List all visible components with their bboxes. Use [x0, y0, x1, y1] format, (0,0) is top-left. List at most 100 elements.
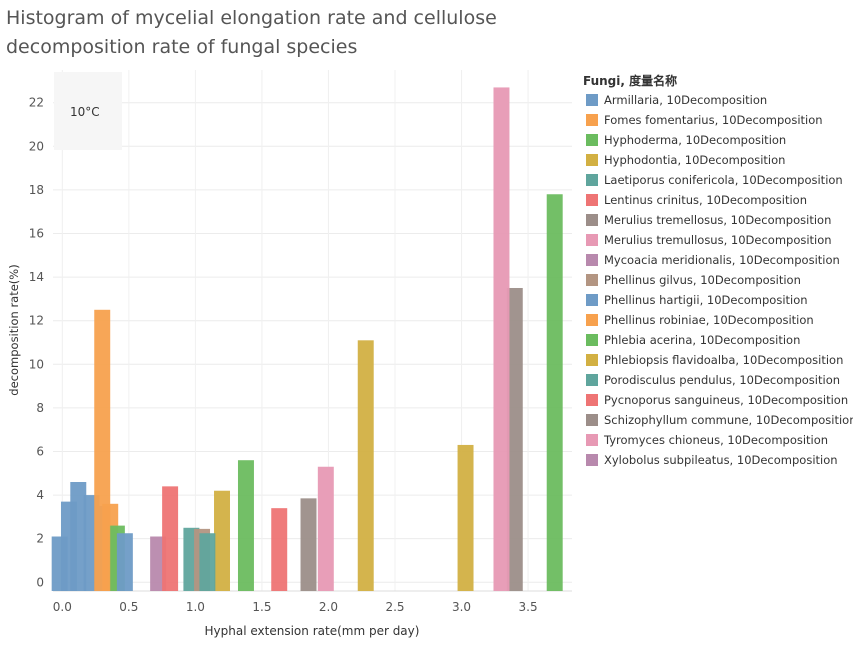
legend-swatch [586, 194, 598, 206]
legend-item[interactable]: Xylobolus subpileatus, 10Decomposition [583, 450, 851, 470]
histogram-bar: Lentinus crinitus, 10Decomposition [271, 508, 288, 591]
legend-item[interactable]: Mycoacia meridionalis, 10Decomposition [583, 250, 851, 270]
y-tick-label: 14 [29, 270, 44, 284]
legend-swatch [586, 394, 598, 406]
chart-title-line-2: decomposition rate of fungal species [6, 36, 358, 58]
legend-swatch [586, 334, 598, 346]
legend-item[interactable]: Phellinus hartigii, 10Decomposition [583, 290, 851, 310]
legend-swatch [586, 234, 598, 246]
y-tick-label: 6 [36, 444, 44, 458]
legend-swatch [586, 374, 598, 386]
legend-swatch [586, 274, 598, 286]
legend-item[interactable]: Porodisculus pendulus, 10Decomposition [583, 370, 851, 390]
x-tick-label: 1.5 [252, 600, 271, 614]
legend-swatch [586, 314, 598, 326]
legend-item[interactable]: Hyphodontia, 10Decomposition [583, 150, 851, 170]
histogram-bar: Pycnoporus sanguineus, 10Decomposition [162, 486, 179, 591]
legend: Fungi, 度量名称 Armillaria, 10Decomposition F… [583, 72, 853, 470]
gridlines [53, 70, 572, 592]
legend-item[interactable]: Phellinus robiniae, 10Decomposition [583, 310, 851, 330]
legend-item[interactable]: Hyphoderma, 10Decomposition [583, 130, 851, 150]
annotation-box [54, 72, 122, 150]
histogram-bar: Hyphodontia, 10Decomposition [214, 490, 230, 591]
legend-label: Schizophyllum commune, 10Decomposition [604, 413, 853, 427]
legend-swatch [586, 214, 598, 226]
legend-item[interactable]: Armillaria, 10Decomposition [583, 90, 851, 110]
legend-label: Fomes fomentarius, 10Decomposition [604, 113, 823, 127]
legend-swatch [586, 454, 598, 466]
y-tick-label: 22 [29, 96, 44, 110]
legend-item[interactable]: Tyromyces chioneus, 10Decomposition [583, 430, 851, 450]
legend-swatch [586, 254, 598, 266]
y-tick-label: 12 [29, 314, 44, 328]
legend-item[interactable]: Schizophyllum commune, 10Decomposition [583, 410, 853, 430]
histogram-bar: Phlebia acerina, 10Decomposition [237, 460, 254, 591]
x-tick-label: 2.0 [319, 600, 338, 614]
histogram-bar: Porodisculus pendulus, 10Decomposition [199, 533, 216, 591]
x-tick-label: 0.0 [53, 600, 72, 614]
legend-label: Tyromyces chioneus, 10Decomposition [604, 433, 829, 447]
legend-items: Armillaria, 10Decomposition Fomes fomenta… [583, 90, 853, 470]
legend-item[interactable]: Phellinus gilvus, 10Decomposition [583, 270, 851, 290]
bars-group: Armillaria, 10DecompositionArmillaria, 1… [51, 87, 563, 591]
x-tick-label: 3.5 [519, 600, 538, 614]
legend-swatch [586, 354, 598, 366]
y-tick-label: 2 [36, 532, 44, 546]
y-tick-label: 0 [36, 575, 44, 589]
legend-label: Hyphodontia, 10Decomposition [604, 153, 786, 167]
legend-swatch [586, 94, 598, 106]
x-tick-label: 1.0 [186, 600, 205, 614]
legend-item[interactable]: Lentinus crinitus, 10Decomposition [583, 190, 851, 210]
legend-label: Merulius tremullosus, 10Decomposition [604, 233, 832, 247]
legend-item[interactable]: Fomes fomentarius, 10Decomposition [583, 110, 851, 130]
y-tick-label: 4 [36, 488, 44, 502]
legend-label: Laetiporus conifericola, 10Decomposition [604, 173, 843, 187]
histogram-bar: Merulius tremullosus, 10Decomposition [317, 466, 334, 591]
legend-item[interactable]: Pycnoporus sanguineus, 10Decomposition [583, 390, 851, 410]
histogram-bar: Armillaria, 10Decomposition [70, 482, 87, 591]
histogram-bar: Phlebiopsis flavidoalba, 10Decomposition [357, 340, 374, 591]
legend-label: Xylobolus subpileatus, 10Decomposition [604, 453, 838, 467]
legend-swatch [586, 294, 598, 306]
legend-label: Phlebia acerina, 10Decomposition [604, 333, 801, 347]
legend-swatch [586, 434, 598, 446]
histogram-bar: Tyromyces chioneus, 10Decomposition [493, 87, 510, 591]
histogram-bar: Merulius tremellosus, 10Decomposition [300, 498, 317, 591]
y-tick-label: 10 [29, 357, 44, 371]
histogram-bar: Schizophyllum commune, 10Decomposition [506, 287, 523, 591]
y-tick-label: 18 [29, 183, 44, 197]
y-axis-ticks: 0 2 4 6 8 10 12 14 16 18 20 22 [29, 96, 44, 590]
y-tick-label: 20 [29, 139, 44, 153]
legend-item[interactable]: Laetiporus conifericola, 10Decomposition [583, 170, 851, 190]
x-tick-label: 0.5 [119, 600, 138, 614]
legend-swatch [586, 134, 598, 146]
legend-label: Phellinus gilvus, 10Decomposition [604, 273, 801, 287]
histogram-bar: Phlebia acerina, 10Decomposition [546, 194, 563, 591]
legend-item[interactable]: Phlebiopsis flavidoalba, 10Decomposition [583, 350, 851, 370]
legend-item[interactable]: Merulius tremullosus, 10Decomposition [583, 230, 851, 250]
legend-label: Mycoacia meridionalis, 10Decomposition [604, 253, 840, 267]
legend-label: Phellinus robiniae, 10Decomposition [604, 313, 814, 327]
x-tick-label: 2.5 [385, 600, 404, 614]
legend-swatch [586, 114, 598, 126]
histogram-bar: Phellinus robiniae, 10Decomposition [94, 309, 111, 591]
legend-swatch [586, 414, 598, 426]
histogram-bar: Phellinus hartigii, 10Decomposition [116, 533, 133, 591]
legend-label: Phellinus hartigii, 10Decomposition [604, 293, 808, 307]
legend-label: Phlebiopsis flavidoalba, 10Decomposition [604, 353, 844, 367]
y-tick-label: 16 [29, 226, 44, 240]
histogram-chart: Armillaria, 10DecompositionArmillaria, 1… [7, 70, 572, 638]
x-axis-label: Hyphal extension rate(mm per day) [205, 624, 420, 638]
x-tick-label: 3.0 [452, 600, 471, 614]
legend-swatch [586, 174, 598, 186]
y-tick-label: 8 [36, 401, 44, 415]
legend-item[interactable]: Merulius tremellosus, 10Decomposition [583, 210, 851, 230]
legend-title: Fungi, 度量名称 [583, 74, 678, 88]
legend-label: Pycnoporus sanguineus, 10Decomposition [604, 393, 849, 407]
legend-swatch [586, 154, 598, 166]
legend-item[interactable]: Phlebia acerina, 10Decomposition [583, 330, 851, 350]
legend-label: Merulius tremellosus, 10Decomposition [604, 213, 832, 227]
legend-label: Hyphoderma, 10Decomposition [604, 133, 787, 147]
x-axis-ticks: 0.0 0.5 1.0 1.5 2.0 2.5 3.0 3.5 [53, 600, 538, 614]
chart-title-line-1: Histogram of mycelial elongation rate an… [6, 7, 497, 29]
